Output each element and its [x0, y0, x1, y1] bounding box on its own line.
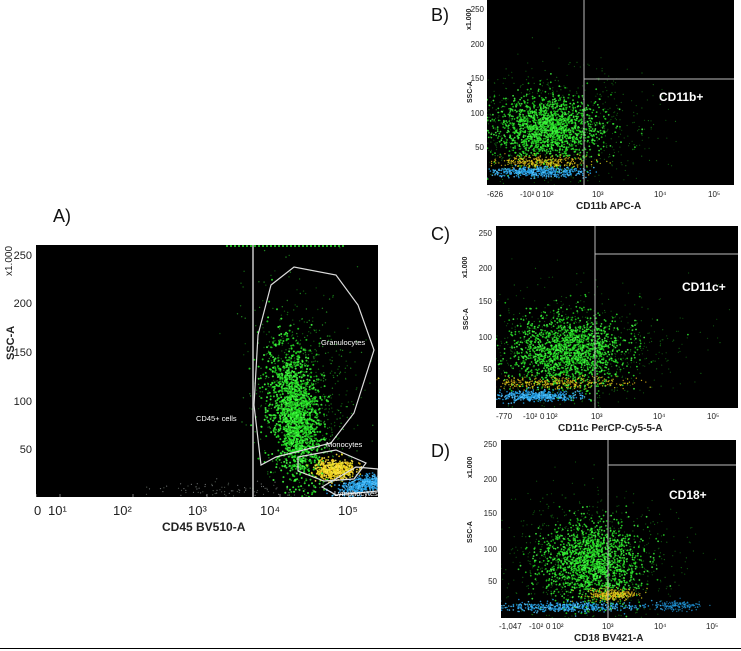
panel-b-ytick-50: 50 [475, 143, 484, 152]
panel-b-ytick-250: 250 [470, 5, 484, 14]
panel-d-xtick-10000: 10⁴ [654, 622, 667, 631]
panel-b-xtick-zero: 0 [536, 190, 541, 199]
panel-d-xtick-1000: 10³ [602, 622, 614, 631]
panel-d-ytick-150: 150 [483, 509, 497, 518]
panel-d-quadrant-label: CD18+ [669, 488, 707, 502]
panel-d-xtick-zero: 0 [546, 622, 551, 631]
panel-a-ytick-50: 50 [19, 444, 32, 456]
panel-c-x-label: CD11c PerCP-Cy5-5-A [558, 423, 663, 434]
panel-b-xtick-10000: 10⁴ [654, 190, 667, 199]
panel-a-label-cd45-cells: CD45+ cells [196, 414, 237, 423]
panel-b-xtick-neg100: -10² [520, 190, 535, 199]
panel-b-quadrant-label: CD11b+ [659, 90, 703, 104]
panel-d-blue-band-right [652, 597, 711, 613]
panel-c-xtick-zero: 0 [540, 412, 545, 421]
panel-d-xtick-neg100: -10² [529, 622, 544, 631]
panel-d-xtick-100: 10² [552, 622, 564, 631]
panel-c-ytick-150: 150 [478, 297, 492, 306]
panel-c-xtick-10000: 10⁴ [653, 412, 666, 421]
panel-b-svg: CD11b+ [487, 0, 734, 185]
panel-d-blue-band [501, 598, 694, 617]
panel-a-xtick-1: 10¹ [48, 503, 67, 518]
panel-b-ytick-200: 200 [470, 40, 484, 49]
panel-d-ytick-50: 50 [488, 577, 497, 586]
panel-c-xtick-neg100: -10² [523, 412, 538, 421]
panel-b-blue-band [487, 164, 598, 180]
panel-b-xtick-100000: 10⁵ [708, 190, 721, 199]
panel-a-granulocyte-halo [219, 247, 374, 497]
panel-c-quadrant-label: CD11c+ [682, 280, 726, 294]
panel-c-blue-band [496, 386, 590, 405]
panel-d-ytick-200: 200 [483, 475, 497, 484]
panel-d-x-label: CD18 BV421-A [574, 633, 644, 644]
figure-bottom-rule [0, 648, 741, 649]
panel-a-xtick-2: 10² [113, 503, 132, 518]
panel-d-svg: CD18+ [501, 440, 736, 618]
panel-a-ytick-200: 200 [13, 298, 32, 310]
panel-c-ytick-50: 50 [483, 365, 492, 374]
panel-a-xtick-3: 10³ [188, 503, 207, 518]
panel-a-plot: Granulocytes Monocytes Lymphocytes CD45+ ce… [36, 245, 378, 497]
panel-c-y-label: SSC-A [463, 308, 470, 330]
panel-d-y-label: SSC-A [467, 521, 474, 543]
panel-b-y-label: SSC-A [467, 81, 474, 103]
panel-a-letter: A) [53, 206, 71, 226]
panel-d-xtick-min: -1,047 [499, 622, 522, 631]
panel-d-letter: D) [431, 441, 450, 461]
panel-c-green-core [496, 293, 689, 402]
panel-d-ytick-250: 250 [483, 440, 497, 449]
panel-a-debris [145, 478, 315, 497]
panel-a-ytick-100: 100 [13, 396, 32, 408]
panel-a-xtick-4: 10⁴ [260, 503, 281, 518]
panel-a-label-lymphocytes: Lymphocytes [334, 489, 378, 497]
panel-d-plot: CD18+ [501, 440, 736, 618]
panel-d-yellow-band [571, 586, 648, 604]
panel-d-xtick-100000: 10⁵ [706, 622, 719, 631]
panel-c-y-multiplier: x1.000 [462, 256, 469, 278]
panel-a-xtick-5: 10⁵ [338, 503, 358, 518]
panel-b-xtick-min: -626 [487, 190, 504, 199]
panel-a-granulocyte-gate [253, 266, 375, 466]
panel-c-ytick-100: 100 [478, 333, 492, 342]
panel-d-green-core [517, 505, 672, 618]
panel-a-label-granulocytes: Granulocytes [321, 338, 365, 347]
panel-b-letter: B) [431, 5, 449, 25]
panel-c-xtick-100: 10² [546, 412, 558, 421]
panel-a-xtick-0: 0 [34, 503, 42, 518]
panel-c-svg: CD11c+ [496, 226, 738, 408]
panel-a-lymphocyte-gate [320, 466, 378, 496]
panel-a-label-monocytes: Monocytes [326, 440, 363, 449]
panel-c-ytick-250: 250 [478, 229, 492, 238]
panel-b-ytick-150: 150 [470, 74, 484, 83]
panel-d-y-multiplier: x1.000 [467, 456, 474, 478]
panel-c-xtick-100000: 10⁵ [707, 412, 720, 421]
panel-c-letter: C) [431, 224, 450, 244]
panel-b-green-core [487, 73, 644, 182]
panel-d-ytick-100: 100 [483, 545, 497, 554]
panel-a-svg: Granulocytes Monocytes Lymphocytes CD45+ ce… [36, 245, 378, 497]
panel-a-ytick-150: 150 [13, 347, 32, 359]
panel-b-x-label: CD11b APC-A [576, 201, 642, 212]
panel-b-plot: CD11b+ [487, 0, 734, 185]
panel-c-plot: CD11c+ [496, 226, 738, 408]
panel-c-xtick-min: -770 [496, 412, 513, 421]
panel-b-xtick-100: 10² [542, 190, 554, 199]
panel-a-monocyte-gate [297, 449, 367, 482]
panel-a-ytick-250: 250 [13, 250, 32, 262]
panel-c-yellow-band [496, 373, 651, 391]
panel-b-ytick-100: 100 [470, 109, 484, 118]
panel-c-xtick-1000: 10³ [591, 412, 603, 421]
panel-b-yellow-band [490, 153, 611, 176]
panel-a-x-label: CD45 BV510-A [162, 520, 246, 534]
panel-c-ytick-200: 200 [478, 264, 492, 273]
panel-b-xtick-1000: 10³ [592, 190, 604, 199]
